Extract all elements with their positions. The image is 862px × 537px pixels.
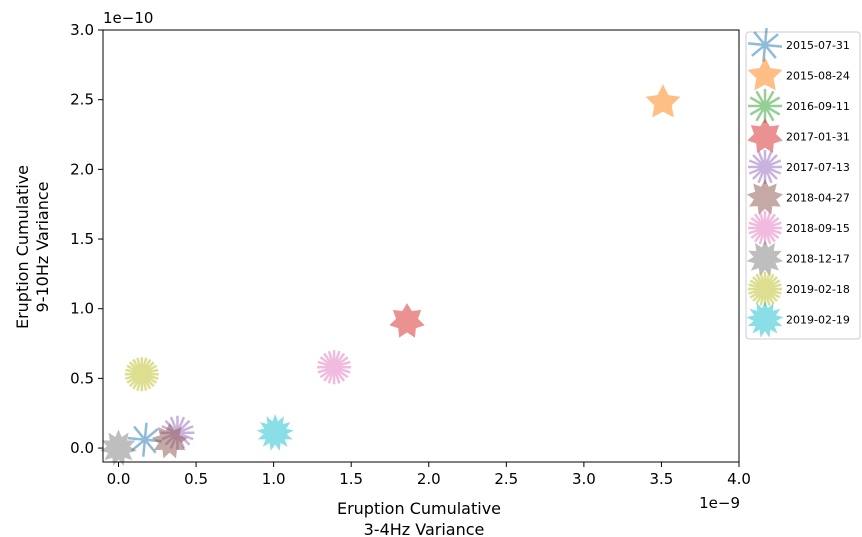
legend-label: 2019-02-18	[786, 283, 850, 296]
legend-item: 2018-12-17	[746, 239, 850, 277]
y-axis-ticks: 0.0 0.5 1.0 1.5 2.0 2.5 3.0	[70, 21, 103, 457]
legend-item: 2017-01-31	[747, 118, 850, 153]
y-tick-label: 0.0	[70, 439, 94, 457]
x-axis-ticks: 0.0 0.5 1.0 1.5 2.0 2.5 3.0 3.5 4.0	[107, 462, 751, 488]
legend-marker-2017-01-31	[747, 118, 783, 153]
y-tick-label: 3.0	[70, 21, 94, 39]
legend: 2015-07-31 2015-08-24 2016-09-11 2017-01-31…	[745, 27, 861, 340]
x-tick-label: 1.0	[262, 470, 286, 488]
legend-marker-2018-04-27	[746, 179, 784, 215]
legend-item: 2018-09-15	[748, 211, 850, 245]
y-tick-label: 2.5	[70, 91, 94, 109]
legend-marker-2018-12-17	[746, 239, 784, 277]
legend-label: 2018-04-27	[786, 192, 850, 205]
x-tick-label: 3.5	[650, 470, 674, 488]
x-axis-label-line1: Eruption Cumulative	[337, 499, 501, 518]
legend-item: 2016-09-11	[748, 89, 850, 123]
legend-label: 2017-01-31	[786, 131, 850, 144]
data-point-2019-02-18	[124, 357, 159, 392]
legend-label: 2018-09-15	[786, 222, 850, 235]
y-tick-label: 2.0	[70, 160, 94, 178]
legend-item: 2015-07-31	[747, 27, 850, 63]
x-offset-label: 1e−9	[699, 494, 740, 512]
y-tick-label: 1.0	[70, 300, 94, 318]
y-tick-label: 1.5	[70, 230, 94, 248]
data-point-2015-08-24	[645, 84, 681, 118]
y-offset-label: 1e−10	[103, 9, 153, 27]
y-axis-label-line2: 9-10Hz Variance	[33, 182, 52, 313]
x-tick-label: 3.0	[572, 470, 596, 488]
x-axis-label-line2: 3-4Hz Variance	[364, 520, 485, 537]
legend-item: 2015-08-24	[747, 57, 850, 91]
x-tick-label: 0.0	[107, 470, 131, 488]
legend-item: 2019-02-19	[746, 300, 850, 338]
data-markers	[100, 84, 681, 466]
data-point-2018-09-15	[317, 350, 352, 385]
x-tick-label: 0.5	[184, 470, 208, 488]
legend-label: 2015-07-31	[786, 39, 850, 52]
legend-label: 2015-08-24	[786, 70, 850, 83]
x-tick-label: 1.5	[339, 470, 363, 488]
y-axis-label-line1: Eruption Cumulative	[13, 165, 32, 329]
legend-marker-2019-02-18	[748, 272, 782, 306]
data-point-2018-12-17	[100, 429, 137, 466]
legend-label: 2017-07-13	[786, 161, 850, 174]
legend-label: 2019-02-19	[786, 314, 850, 327]
legend-marker-2017-07-13	[748, 150, 782, 184]
legend-marker-2016-09-11	[748, 89, 782, 123]
legend-marker-2018-09-15	[748, 211, 782, 245]
data-point-2019-02-19	[256, 414, 294, 451]
data-point-2018-04-27	[151, 422, 188, 459]
legend-item: 2019-02-18	[748, 272, 850, 306]
axes-frame	[102, 29, 740, 463]
legend-marker-2015-08-24	[747, 57, 783, 91]
legend-marker-2019-02-19	[746, 300, 784, 338]
x-tick-label: 2.0	[417, 470, 441, 488]
legend-item: 2018-04-27	[746, 179, 850, 215]
y-tick-label: 0.5	[70, 369, 94, 387]
legend-label: 2018-12-17	[786, 253, 850, 266]
legend-marker-2015-07-31	[747, 27, 783, 63]
x-tick-label: 2.5	[494, 470, 518, 488]
legend-label: 2016-09-11	[786, 100, 850, 113]
data-point-2015-07-31	[127, 422, 162, 457]
legend-item: 2017-07-13	[748, 150, 850, 184]
data-point-2017-01-31	[389, 303, 425, 338]
x-tick-label: 4.0	[727, 470, 751, 488]
